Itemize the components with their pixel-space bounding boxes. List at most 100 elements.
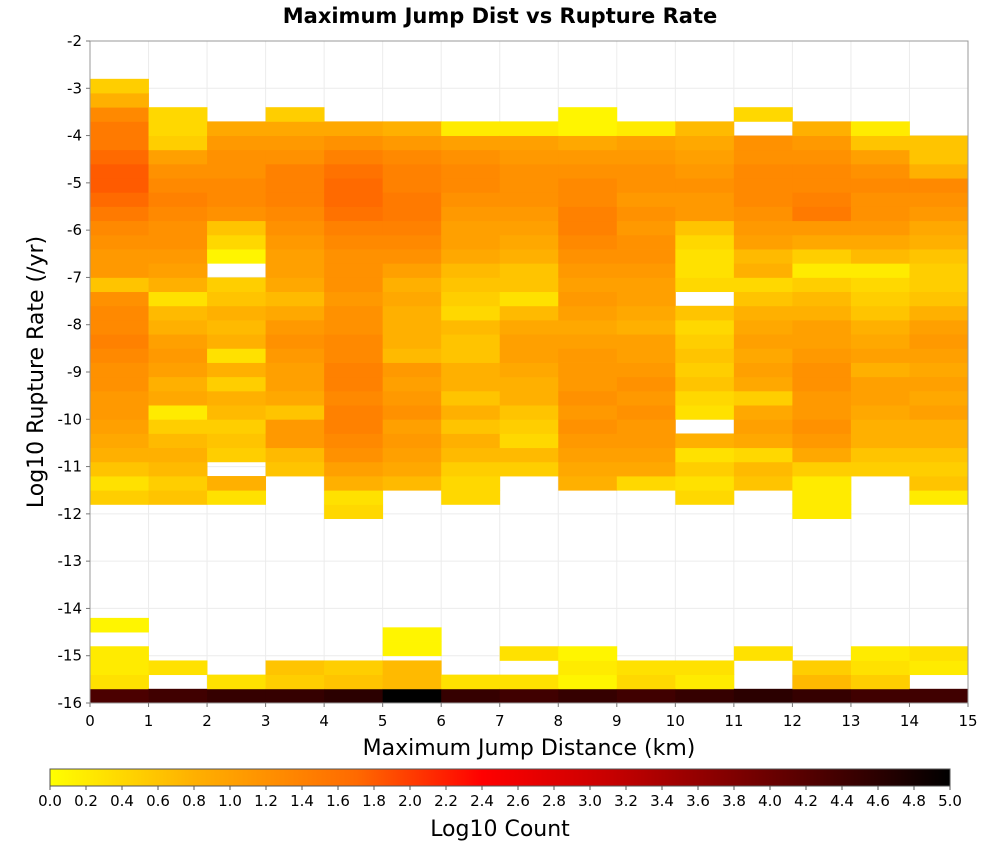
heatmap-cell: [733, 461, 793, 477]
heatmap-cell: [499, 461, 559, 477]
colorbar-tick-label: 2.0: [398, 792, 422, 810]
heatmap-cell: [733, 688, 793, 704]
heatmap-cell: [792, 334, 852, 349]
heatmap-cell: [324, 121, 384, 136]
heatmap-cell: [90, 305, 149, 321]
heatmap-cell: [90, 405, 149, 420]
x-tick-label: 3: [261, 712, 271, 730]
heatmap-cell: [733, 220, 793, 236]
heatmap-cell: [324, 674, 384, 690]
heatmap-cell: [382, 688, 442, 704]
heatmap-cell: [733, 447, 793, 463]
heatmap-cell: [441, 390, 501, 406]
heatmap-cell: [441, 376, 501, 392]
heatmap-cell: [850, 447, 910, 463]
heatmap-cell: [909, 390, 969, 406]
heatmap-cell: [382, 249, 442, 264]
heatmap-cell: [207, 192, 266, 207]
heatmap-cell: [90, 476, 149, 491]
colorbar-tick-label: 0.0: [38, 792, 62, 810]
heatmap-cell: [207, 178, 266, 193]
heatmap-cell: [499, 291, 559, 307]
heatmap-cell: [733, 334, 793, 349]
heatmap-cell: [558, 163, 618, 179]
heatmap-cell: [499, 688, 559, 704]
heatmap-cell: [207, 249, 266, 264]
heatmap-cell: [675, 249, 735, 264]
heatmap-cell: [733, 234, 793, 250]
heatmap-cell: [324, 178, 384, 193]
heatmap-cell: [558, 646, 618, 661]
heatmap-cell: [733, 178, 793, 193]
heatmap-cell: [909, 291, 969, 307]
heatmap-cell: [499, 319, 559, 335]
heatmap-cell: [441, 688, 501, 704]
heatmap-cell: [909, 149, 969, 165]
heatmap-cell: [499, 334, 559, 349]
heatmap-cell: [382, 277, 442, 293]
heatmap-cell: [909, 249, 969, 264]
heatmap-cell: [90, 646, 149, 661]
heatmap-cell: [382, 135, 442, 151]
heatmap-cell: [382, 376, 442, 392]
heatmap-cell: [499, 419, 559, 434]
heatmap-cell: [733, 362, 793, 378]
y-tick-label: -10: [58, 410, 83, 428]
colorbar-tick-label: 3.4: [650, 792, 674, 810]
heatmap-cell: [148, 390, 208, 406]
heatmap-cell: [850, 291, 910, 307]
heatmap-cell: [733, 263, 793, 278]
heatmap-cell: [207, 277, 266, 293]
heatmap-cell: [441, 149, 501, 165]
heatmap-cell: [207, 362, 266, 378]
heatmap-cell: [850, 263, 910, 278]
heatmap-cell: [265, 334, 325, 349]
heatmap-cell: [675, 135, 735, 151]
heatmap-cell: [909, 234, 969, 250]
heatmap-cell: [207, 433, 266, 449]
heatmap-cell: [148, 135, 208, 151]
heatmap-cell: [324, 263, 384, 278]
heatmap-cell: [441, 348, 501, 363]
heatmap-cell: [616, 178, 676, 193]
heatmap-cell: [499, 277, 559, 293]
heatmap-cell: [558, 263, 618, 278]
heatmap-cell: [850, 405, 910, 420]
heatmap-cell: [441, 249, 501, 264]
heatmap-cell: [792, 220, 852, 236]
heatmap-cell: [148, 249, 208, 264]
heatmap-cell: [499, 192, 559, 207]
heatmap-cell: [90, 107, 149, 122]
heatmap-cell: [792, 249, 852, 264]
heatmap-cell: [90, 121, 149, 136]
heatmap-cell: [499, 447, 559, 463]
heatmap-cell: [265, 419, 325, 434]
heatmap-cell: [909, 405, 969, 420]
heatmap-cell: [441, 305, 501, 321]
colorbar-ticks: 0.0 0.2 0.4 0.6 0.8 1.0 1.2 1.4 1.6 1.8 2.0 2.2 2.4 2…: [38, 786, 962, 810]
heatmap-cell: [850, 376, 910, 392]
heatmap-cell: [148, 433, 208, 449]
heatmap-cell: [558, 319, 618, 335]
colorbar-tick-label: 1.8: [362, 792, 386, 810]
heatmap-cell: [148, 334, 208, 349]
heatmap-cell: [207, 688, 266, 704]
heatmap-cell: [558, 660, 618, 676]
heatmap-cell: [148, 234, 208, 250]
heatmap-cell: [616, 405, 676, 420]
heatmap-cell: [733, 419, 793, 434]
x-axis-title: Maximum Jump Distance (km): [363, 736, 696, 761]
chart-title: Maximum Jump Dist vs Rupture Rate: [283, 4, 717, 28]
heatmap-cell: [324, 660, 384, 676]
y-tick-label: -12: [58, 505, 83, 523]
heatmap-cell: [909, 178, 969, 193]
colorbar-tick-label: 0.8: [182, 792, 206, 810]
heatmap-cell: [207, 405, 266, 420]
heatmap-cell: [616, 192, 676, 207]
heatmap-cell: [616, 220, 676, 236]
heatmap-cell: [324, 419, 384, 434]
heatmap-cell: [733, 277, 793, 293]
heatmap-cell: [909, 660, 969, 676]
heatmap-cell: [382, 319, 442, 335]
